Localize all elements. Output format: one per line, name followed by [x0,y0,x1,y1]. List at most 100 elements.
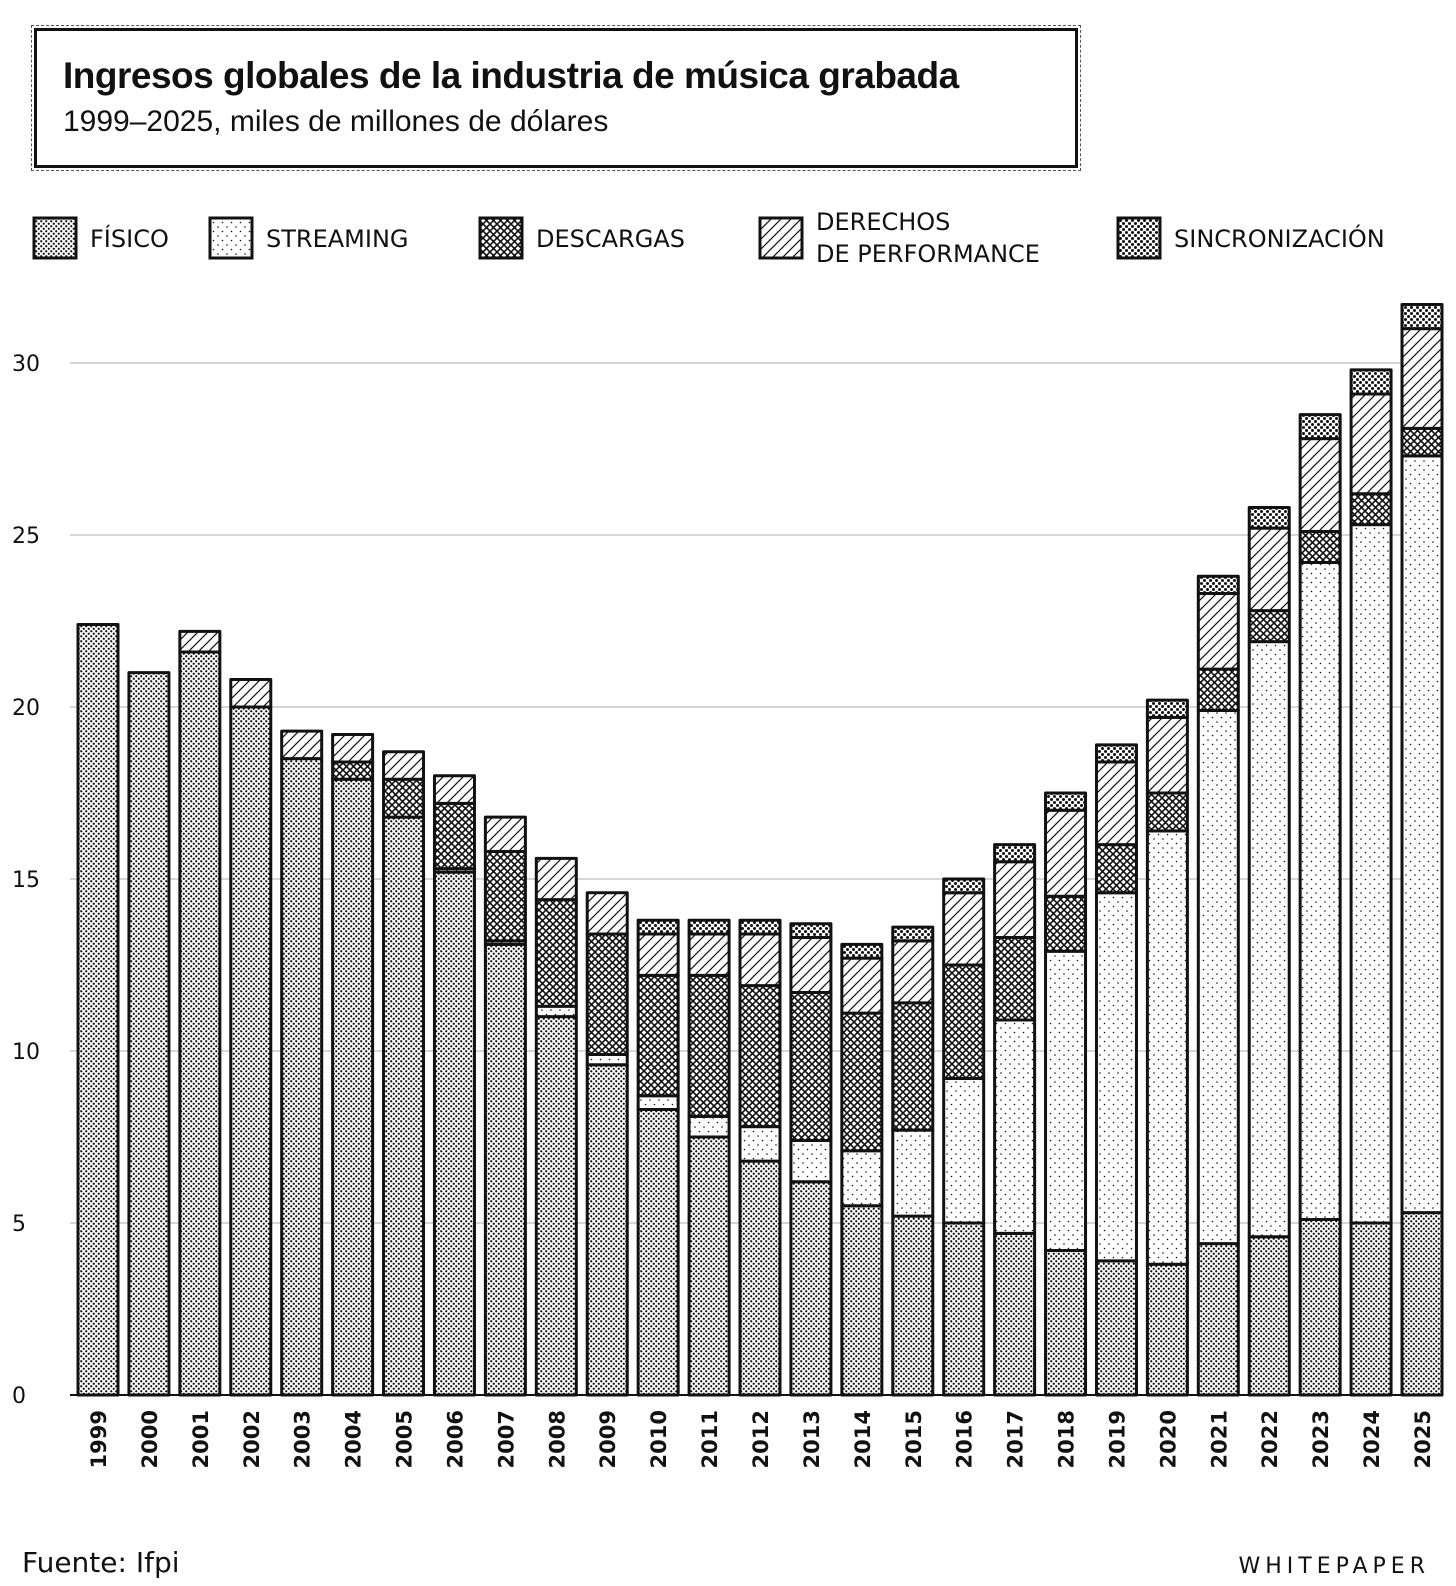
bar-2015-sincronizacion [891,925,935,943]
bar-2018-streaming [1044,949,1088,1253]
bar-2023-derechos-de-performance [1298,437,1342,534]
bar-2005-descargas [382,777,426,819]
bar-group-2003 [280,729,324,1397]
bar-group-2007 [483,815,527,1397]
legend-item-streaming: STREAMING [208,216,409,260]
bar-2022-derechos-de-performance [1247,526,1291,613]
bar-2018-fisico [1044,1249,1088,1397]
bar-group-2023 [1298,413,1342,1397]
bar-2002-derechos-de-performance [229,677,273,709]
bar-2018-descargas [1044,894,1088,953]
bar-2017-streaming [993,1018,1037,1235]
bars [76,303,1444,1397]
bar-2018-sincronizacion [1044,791,1088,812]
bar-2023-descargas [1298,530,1342,565]
legend-swatch-sincronizacion [1116,216,1162,260]
bar-2005-derechos-de-performance [382,750,426,781]
bar-2021-streaming [1196,708,1240,1246]
chart-subtitle: 1999–2025, miles de millones de dólares [63,105,609,138]
x-axis-tick-labels: 1999 2000 2001 2002 2003 2004 2005 2006 2007 2008… [87,1410,1435,1468]
legend-swatch-fisico [32,216,78,260]
chart-title: Ingresos globales de la industria de mús… [63,55,959,96]
bar-2006-derechos-de-performance [432,774,476,805]
bar-group-2014 [840,942,884,1397]
bar-2016-descargas [942,963,986,1081]
y-tick-label-5: 5 [12,1212,26,1237]
bar-2008-descargas [534,898,578,1008]
bar-2019-sincronizacion [1094,743,1138,764]
bar-2004-derechos-de-performance [331,733,375,764]
x-tick-label-2019: 2019 [1105,1410,1129,1468]
bar-2014-streaming [840,1149,884,1208]
bar-2022-fisico [1247,1235,1291,1397]
bar-2018-derechos-de-performance [1044,808,1088,898]
legend-swatch-derechos-de-performance [758,216,804,260]
bar-2024-sincronizacion [1349,368,1393,396]
bar-group-1999 [76,622,120,1397]
legend-label-derechos-de-performance-2: DE PERFORMANCE [816,240,1040,268]
bar-2012-streaming [738,1125,782,1163]
y-tick-label-15: 15 [12,868,40,893]
bar-2019-derechos-de-performance [1094,760,1138,847]
x-tick-label-2004: 2004 [342,1410,366,1468]
title-box: Ingresos globales de la industria de mús… [31,25,1081,171]
bar-group-2022 [1247,505,1291,1397]
legend-label-fisico: FÍSICO [90,224,169,253]
bar-2011-descargas [687,973,731,1118]
x-tick-label-2016: 2016 [953,1410,977,1468]
x-tick-label-2003: 2003 [291,1410,315,1468]
bar-2025-fisico [1400,1211,1444,1397]
bar-2020-sincronizacion [1145,698,1189,719]
bar-2015-descargas [891,1001,935,1132]
bar-2017-sincronizacion [993,843,1037,864]
bar-2025-descargas [1400,426,1444,458]
bar-2021-descargas [1196,667,1240,712]
bar-2019-streaming [1094,891,1138,1263]
bar-2002-fisico [229,705,273,1397]
x-tick-label-2020: 2020 [1156,1410,1180,1468]
x-tick-label-2018: 2018 [1055,1410,1079,1468]
bar-2016-derechos-de-performance [942,891,986,967]
bar-2005-fisico [382,815,426,1397]
bar-2016-streaming [942,1077,986,1225]
legend-item-descargas: DESCARGAS [478,216,685,260]
bar-2006-fisico [432,870,476,1397]
bar-2014-derechos-de-performance [840,956,884,1015]
bar-2003-fisico [280,757,324,1397]
source-note: Fuente: Ifpi [22,1546,180,1579]
x-tick-label-2000: 2000 [138,1410,162,1468]
y-tick-label-0: 0 [12,1384,26,1409]
bar-group-2008 [534,856,578,1397]
y-tick-label-10: 10 [12,1040,40,1065]
bar-2010-descargas [636,973,680,1098]
bar-2007-fisico [483,942,527,1397]
bar-group-2016 [942,877,986,1397]
bar-2023-streaming [1298,561,1342,1222]
bar-2008-fisico [534,1015,578,1397]
bar-group-2019 [1094,743,1138,1397]
legend-swatch-streaming [208,216,254,260]
bar-2011-sincronizacion [687,918,731,936]
bar-2007-descargas [483,849,527,943]
bar-group-2004 [331,733,375,1397]
bar-group-2006 [432,774,476,1397]
bar-2014-sincronizacion [840,942,884,960]
bar-group-2015 [891,925,935,1397]
x-tick-label-2002: 2002 [240,1410,264,1468]
x-tick-label-2021: 2021 [1207,1410,1231,1468]
bar-2007-derechos-de-performance [483,815,527,853]
bar-2011-derechos-de-performance [687,932,731,977]
bar-2019-descargas [1094,843,1138,895]
bar-2017-descargas [993,935,1037,1022]
bar-2011-streaming [687,1114,731,1139]
bar-2010-sincronizacion [636,918,680,936]
legend: FÍSICO STREAMING DESCARGAS DERECHOS DE PERFO… [32,208,1385,268]
legend-label-streaming: STREAMING [266,225,409,253]
bar-2023-fisico [1298,1218,1342,1397]
x-tick-label-2009: 2009 [596,1410,620,1468]
x-tick-label-2008: 2008 [545,1410,569,1468]
x-tick-label-2014: 2014 [851,1410,875,1468]
bar-2009-descargas [585,932,629,1056]
legend-item-derechos-de-performance: DERECHOS DE PERFORMANCE [758,208,1040,268]
x-tick-label-1999: 1999 [87,1410,111,1468]
